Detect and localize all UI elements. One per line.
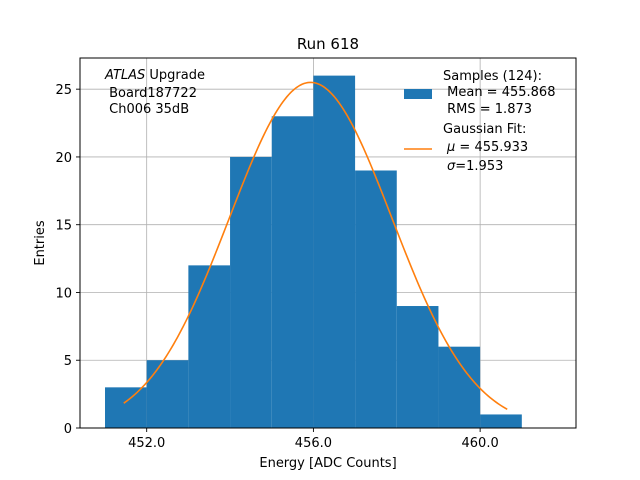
legend-fit-sigma-line: σ=1.953 [447,159,503,174]
legend-fit-mu-line: μ = 455.933 [446,140,528,155]
legend-samples-rms: RMS = 1.873 [443,102,532,117]
histogram-bars [105,75,522,429]
histogram-bar [313,75,356,428]
y-tick-label: 10 [55,286,72,301]
legend-samples-mean: Mean = 455.868 [443,85,555,100]
histogram-bar [438,346,481,428]
histogram-bar [146,360,189,428]
legend-fit-title: Gaussian Fit: [443,122,526,137]
annotation-board: Board187722 [105,86,197,101]
chart-title: Run 618 [297,35,359,53]
histogram-bar [188,265,231,428]
histogram-bar [271,116,314,429]
histogram-bar [355,170,397,428]
y-tick-label: 25 [55,83,72,98]
legend-samples-title: Samples (124): [443,69,542,84]
legend: Samples (124): Mean = 455.868 RMS = 1.87… [404,69,555,174]
x-tick-label: 460.0 [462,436,499,451]
axes-frame [79,57,577,429]
y-tick-label: 5 [64,354,72,369]
x-axis-label: Energy [ADC Counts] [259,456,396,471]
annotation-upgrade: Upgrade [145,68,205,83]
annotation-experiment: ATLAS [104,68,145,83]
histogram-bar [480,414,522,428]
run-annotation: ATLAS Upgrade Board187722 Ch006 35dB [104,68,205,117]
gaussian-fit [123,81,508,410]
legend-fit-mu-symbol: μ [446,140,455,155]
annotation-channel: Ch006 35dB [105,102,189,117]
annotation-experiment-line: ATLAS Upgrade [104,68,205,83]
legend-samples-swatch [404,89,432,99]
x-tick-label: 452.0 [128,436,165,451]
legend-fit-mu-value: = 455.933 [455,140,528,155]
histogram-bar [396,306,439,428]
legend-fit-sigma-symbol: σ [447,159,456,174]
fit-curve [123,81,508,410]
histogram-bar [230,156,272,428]
legend-fit-sigma-value: =1.953 [455,159,503,174]
axis-ticks: 452.0 456.0 460.0 0 5 10 15 20 25 [55,83,498,451]
histogram-bar [105,387,147,428]
y-tick-label: 15 [55,219,72,234]
x-tick-label: 456.0 [295,436,332,451]
y-axis-label: Entries [33,220,48,266]
y-tick-label: 20 [55,151,72,166]
y-tick-label: 0 [64,422,72,437]
